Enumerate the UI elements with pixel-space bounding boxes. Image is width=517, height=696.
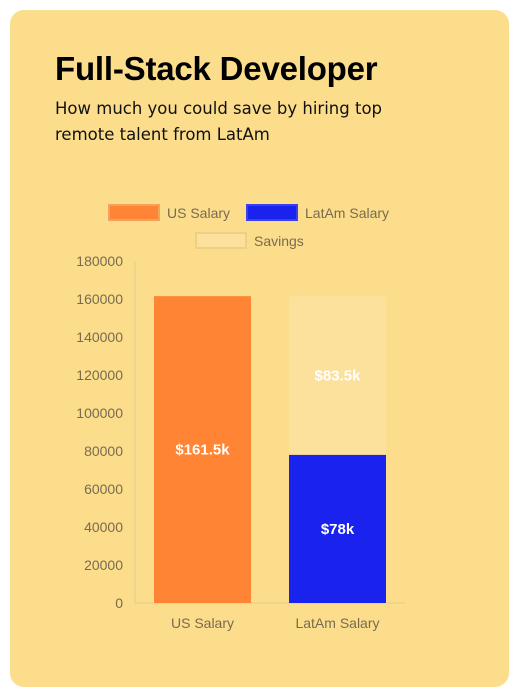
legend-swatch [108, 204, 160, 221]
legend-swatch [195, 232, 247, 249]
y-tick-label: 80000 [84, 443, 123, 459]
legend-label: Savings [254, 233, 304, 249]
y-tick-label: 0 [115, 595, 123, 611]
y-tick-label: 160000 [76, 291, 123, 307]
y-tick-label: 20000 [84, 557, 123, 573]
legend-label: LatAm Salary [305, 205, 389, 221]
legend-label: US Salary [167, 205, 230, 221]
page-subtitle: How much you could save by hiring top re… [55, 99, 383, 144]
bar-value-label: $83.5k [315, 367, 362, 384]
bar-value-label: $78k [321, 521, 355, 538]
bar-savings [289, 296, 386, 455]
bar-us-salary [154, 296, 251, 603]
y-tick-label: 120000 [76, 367, 123, 383]
bar-value-label: $161.5k [175, 442, 230, 459]
y-tick-label: 180000 [76, 253, 123, 269]
x-category-label: US Salary [171, 615, 234, 631]
x-category-label: LatAm Salary [295, 615, 379, 631]
y-tick-label: 60000 [84, 481, 123, 497]
bar-latam-salary [289, 454, 386, 603]
page-title: Full-Stack Developer [55, 50, 378, 87]
y-tick-label: 140000 [76, 329, 123, 345]
salary-card [10, 10, 509, 687]
y-tick-label: 40000 [84, 519, 123, 535]
y-tick-label: 100000 [76, 405, 123, 421]
legend-swatch [246, 204, 298, 221]
